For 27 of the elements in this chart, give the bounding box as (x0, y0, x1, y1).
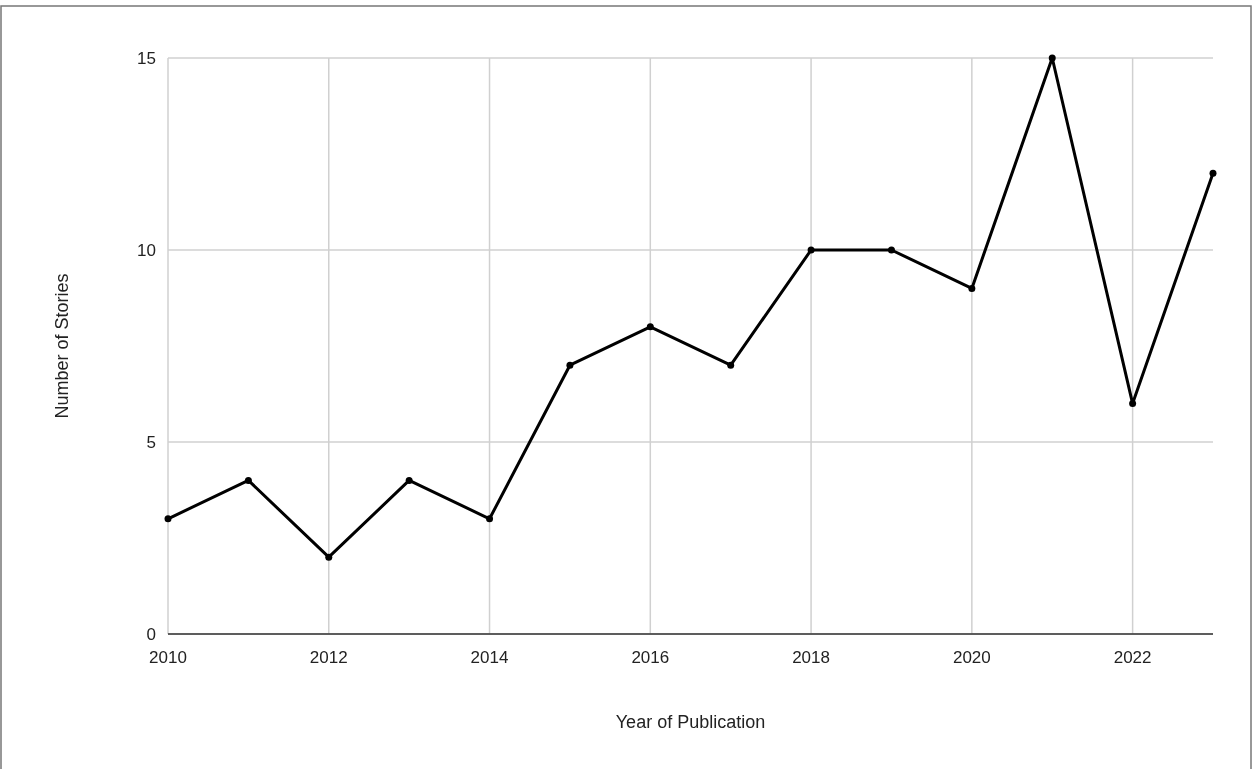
point (325, 553, 333, 561)
y-axis-title: Number of Stories (52, 273, 72, 419)
y-tick-label: 5 (146, 432, 156, 452)
point (566, 361, 574, 369)
x-tick-label: 2020 (952, 648, 991, 667)
point (486, 515, 494, 523)
y-tick-label: 15 (137, 48, 156, 68)
point (646, 323, 654, 331)
point (968, 284, 976, 292)
x-tick-label: 2018 (792, 648, 830, 667)
point (807, 246, 815, 254)
y-tick-label: 10 (137, 240, 156, 260)
point (887, 246, 895, 254)
x-tick-label: 2014 (470, 648, 509, 667)
point (1209, 169, 1217, 177)
point (405, 476, 413, 484)
x-tick-label: 2010 (149, 648, 187, 667)
point (1129, 400, 1137, 408)
x-tick-label: 2016 (631, 648, 670, 667)
y-tick-label: 0 (146, 624, 156, 644)
point (727, 361, 735, 369)
x-axis-title: Year of Publication (615, 712, 766, 732)
point (164, 515, 172, 523)
point (244, 476, 252, 484)
x-tick-label: 2012 (309, 648, 348, 667)
x-tick-label: 2022 (1113, 648, 1152, 667)
point (1048, 54, 1056, 62)
